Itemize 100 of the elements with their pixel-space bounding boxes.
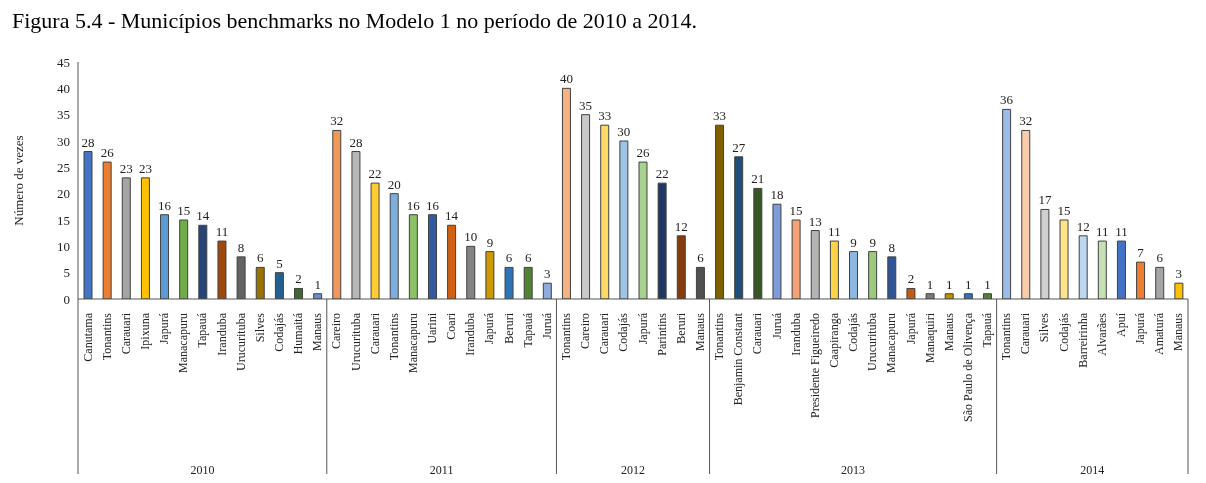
data-label: 1 bbox=[314, 276, 321, 292]
x-tick-label: Japurá bbox=[903, 312, 918, 345]
bar bbox=[1021, 129, 1031, 299]
data-label: 9 bbox=[850, 234, 857, 250]
data-label: 14 bbox=[445, 208, 459, 224]
x-tick-label: Tapauá bbox=[980, 312, 995, 348]
data-label: 40 bbox=[559, 71, 573, 87]
x-tick-label: Tonantins bbox=[559, 312, 574, 361]
bar bbox=[294, 287, 304, 299]
bar bbox=[447, 224, 457, 299]
data-label: 36 bbox=[1000, 92, 1014, 108]
bar bbox=[1097, 240, 1107, 299]
y-tick-label: 20 bbox=[57, 186, 70, 202]
data-label: 14 bbox=[196, 208, 210, 224]
bar bbox=[332, 129, 342, 299]
bar bbox=[1040, 208, 1050, 299]
x-tick-label: Iranduba bbox=[214, 312, 229, 356]
bar bbox=[849, 251, 859, 299]
data-label: 3 bbox=[1175, 266, 1183, 282]
text: 2011 bbox=[429, 463, 454, 477]
bar bbox=[887, 256, 897, 299]
bar bbox=[772, 203, 782, 299]
data-label: 22 bbox=[368, 166, 382, 182]
x-tick-label: Humaitá bbox=[291, 312, 306, 355]
bar bbox=[829, 240, 839, 299]
bar bbox=[160, 214, 170, 299]
x-tick-label: Carauari bbox=[597, 312, 612, 355]
bar bbox=[274, 272, 284, 299]
x-tick-label: Carauari bbox=[367, 312, 382, 355]
x-tick-label: Amaturá bbox=[1152, 312, 1167, 355]
data-label: 11 bbox=[1096, 224, 1109, 240]
bar bbox=[542, 282, 552, 299]
y-axis-title: Número de vezes bbox=[10, 135, 26, 226]
data-label: 9 bbox=[869, 234, 876, 250]
x-tick-label: Tonantins bbox=[999, 312, 1014, 361]
y-tick-label: 35 bbox=[57, 107, 70, 123]
bar bbox=[370, 182, 380, 299]
x-tick-label: Beruri bbox=[673, 312, 688, 344]
bar bbox=[217, 240, 227, 299]
data-label: 10 bbox=[464, 229, 478, 245]
data-label: 15 bbox=[177, 203, 191, 218]
data-label: 1 bbox=[965, 276, 972, 292]
data-label: 6 bbox=[256, 250, 264, 266]
x-tick-label: São Paulo de Olivença bbox=[960, 312, 975, 422]
data-label: 30 bbox=[617, 124, 631, 139]
x-tick-label: Tonantins bbox=[386, 312, 401, 361]
x-tick-label: Carauari bbox=[118, 312, 133, 355]
data-label: 11 bbox=[215, 224, 229, 240]
bar bbox=[925, 293, 935, 299]
data-label: 11 bbox=[828, 224, 841, 240]
x-tick-label: Japurá bbox=[635, 312, 650, 345]
data-label: 1 bbox=[926, 276, 934, 292]
x-tick-label: Japurá bbox=[1133, 312, 1148, 345]
x-tick-label: Codajás bbox=[846, 312, 861, 352]
x-tick-label: Juruá bbox=[539, 312, 554, 339]
x-tick-label: Manaus bbox=[941, 312, 956, 351]
data-label: 6 bbox=[1156, 250, 1164, 266]
text: 2014 bbox=[1080, 463, 1105, 477]
y-tick-label: 15 bbox=[57, 212, 70, 228]
x-tick-label: Carauari bbox=[1018, 312, 1033, 355]
x-tick-label: Canutama bbox=[80, 312, 95, 362]
data-label: 12 bbox=[674, 218, 688, 234]
data-label: 32 bbox=[1019, 113, 1033, 129]
y-tick-label: 10 bbox=[57, 238, 70, 254]
bar bbox=[179, 219, 189, 299]
x-tick-label: Parintins bbox=[654, 312, 669, 356]
x-tick-label: Apuí bbox=[1114, 312, 1129, 337]
bar bbox=[1059, 219, 1069, 299]
data-label: 23 bbox=[138, 160, 152, 176]
bar bbox=[408, 214, 418, 299]
data-label: 11 bbox=[1115, 224, 1128, 240]
y-tick-label: 5 bbox=[63, 265, 70, 281]
x-tick-label: Tonantins bbox=[712, 312, 727, 361]
data-label: 21 bbox=[751, 171, 765, 187]
bar bbox=[906, 287, 916, 299]
x-tick-label: Japurá bbox=[482, 312, 497, 345]
x-tick-label: Careiro bbox=[329, 313, 344, 349]
bar bbox=[1002, 108, 1012, 299]
bar bbox=[255, 266, 265, 299]
y-tick-label: 25 bbox=[57, 159, 70, 175]
x-tick-label: Iranduba bbox=[463, 312, 478, 356]
bar bbox=[351, 151, 361, 299]
data-label: 17 bbox=[1038, 192, 1052, 208]
y-tick-label: 45 bbox=[57, 54, 70, 70]
x-tick-label: Tapauá bbox=[195, 312, 210, 348]
x-tick-label: Codajás bbox=[271, 312, 286, 352]
text: 2012 bbox=[621, 463, 645, 477]
data-label: 9 bbox=[486, 234, 494, 250]
data-label: 8 bbox=[888, 239, 896, 255]
data-label: 23 bbox=[119, 160, 133, 176]
data-label: 27 bbox=[732, 139, 746, 155]
x-tick-label: Japurá bbox=[157, 312, 172, 345]
bar bbox=[676, 235, 686, 299]
data-label: 16 bbox=[425, 197, 440, 213]
x-tick-label: Alvarães bbox=[1094, 312, 1109, 356]
x-tick-label: Manaus bbox=[310, 312, 325, 351]
x-tick-label: Silves bbox=[252, 312, 267, 343]
bar bbox=[638, 161, 648, 299]
y-tick-label: 40 bbox=[57, 80, 70, 96]
data-label: 3 bbox=[544, 266, 551, 282]
